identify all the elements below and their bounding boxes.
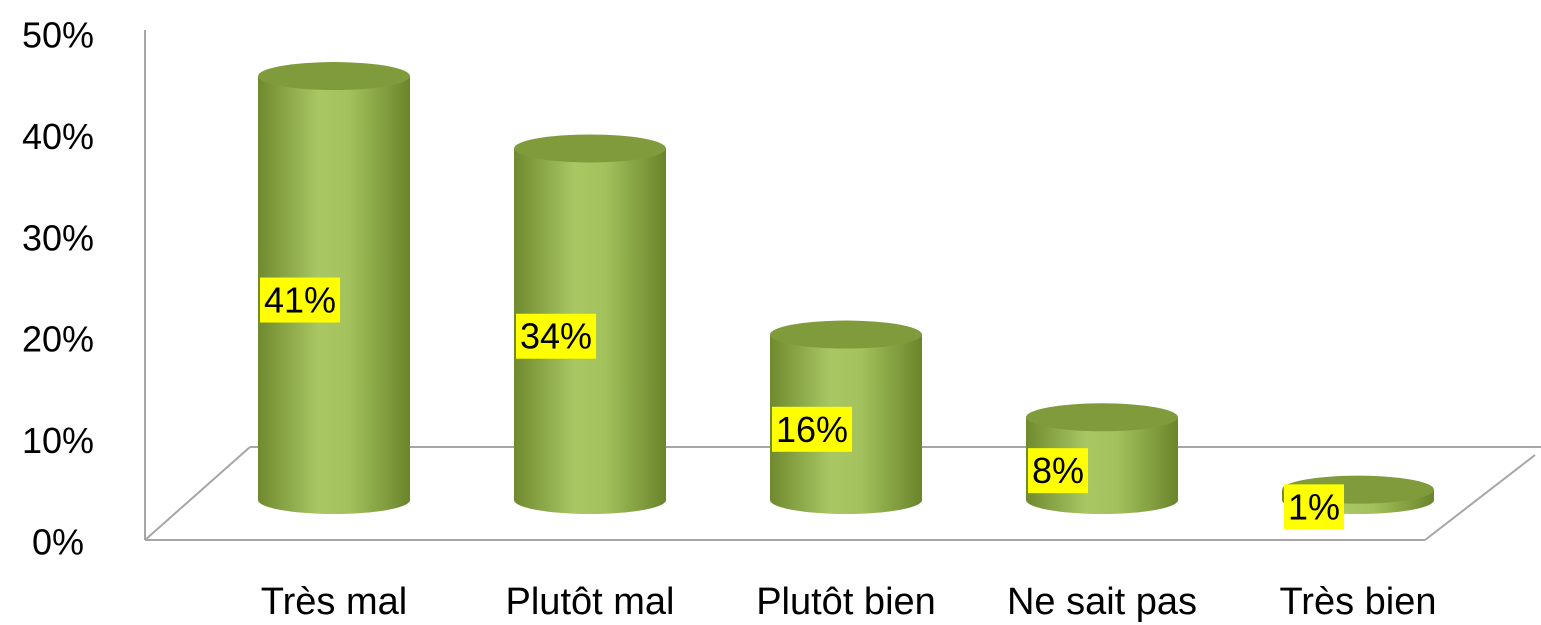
x-tick-label: Ne sait pas: [1007, 581, 1197, 623]
x-tick-label: Très mal: [261, 581, 407, 623]
cylinder-top: [1026, 403, 1178, 432]
value-label: 1%: [1288, 486, 1340, 527]
cylinder-top: [258, 62, 410, 91]
y-tick-label: 0%: [32, 522, 84, 563]
value-label-bg: [260, 277, 341, 323]
value-label-bg: [1284, 484, 1345, 530]
cylinder-top: [770, 320, 922, 349]
y-tick-label: 50%: [22, 15, 94, 56]
y-tick-label: 30%: [22, 217, 94, 258]
value-label: 34%: [520, 316, 592, 357]
value-label-bg: [1028, 448, 1089, 494]
value-label-bg: [516, 313, 597, 359]
value-label: 41%: [264, 280, 336, 321]
y-tick-label: 10%: [22, 420, 94, 461]
x-tick-label: Très bien: [1280, 581, 1437, 623]
cylinder-top: [514, 134, 666, 163]
value-label: 8%: [1032, 450, 1084, 491]
value-label: 16%: [776, 409, 848, 450]
x-tick-label: Plutôt mal: [506, 581, 675, 623]
value-label-bg: [772, 406, 853, 452]
x-tick-label: Plutôt bien: [756, 581, 936, 623]
y-tick-label: 20%: [22, 319, 94, 360]
y-tick-label: 40%: [22, 116, 94, 157]
